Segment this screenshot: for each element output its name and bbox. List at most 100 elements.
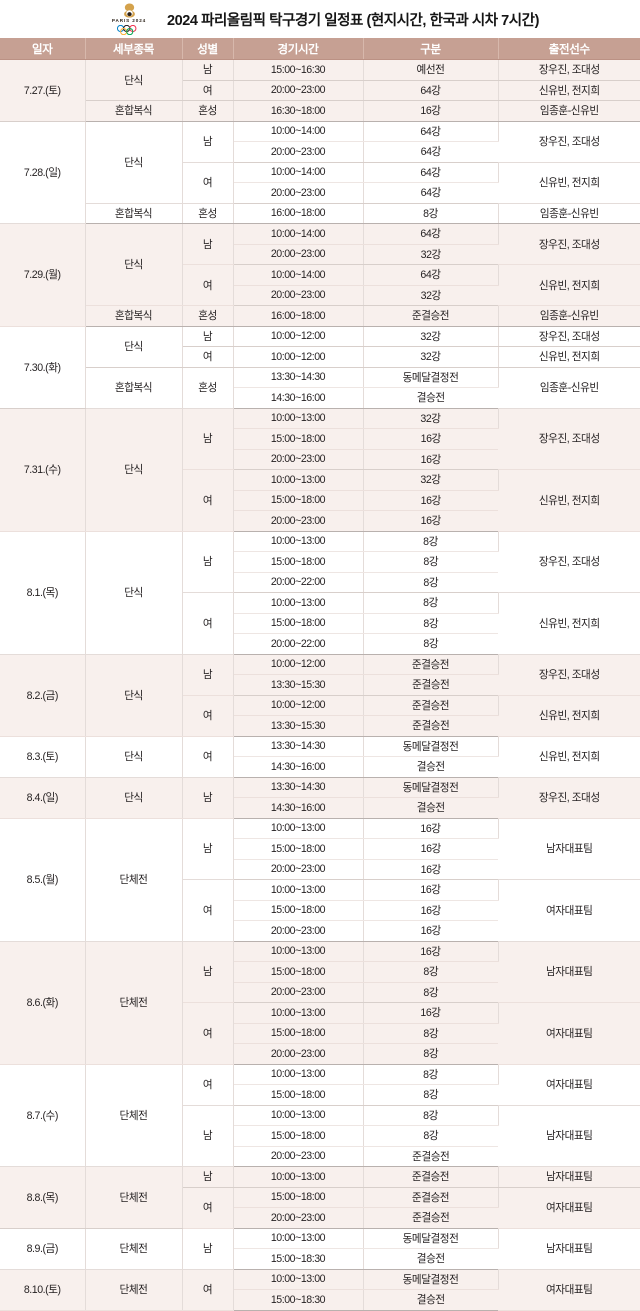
cell-time: 10:00~14:00 [233,121,364,142]
cell-event: 단식 [85,531,183,655]
cell-round: 64강 [363,141,498,163]
cell-sex: 남 [182,121,234,163]
cell-time: 15:00~16:30 [233,59,364,81]
cell-time: 20:00~23:00 [233,1043,364,1065]
cell-date: 8.2.(금) [0,654,86,737]
cell-sex: 남 [182,531,234,593]
cell-round: 동메달결정전 [363,1228,499,1249]
cell-sex: 여 [182,695,234,737]
table-row: 14:30~16:00 결승전 [0,797,640,819]
cell-athlete: 남자대표팀 [498,1228,640,1270]
table-row: 8.3.(토) 단식 여 13:30~14:30 동메달결정전 신유빈, 전지희 [0,736,640,778]
table-row: 7.31.(수) 단식 남 10:00~13:00 32강 장우진, 조대성 [0,408,640,532]
cell-athlete: 여자대표팀 [498,879,640,942]
cell-round: 16강 [363,920,498,942]
cell-athlete: 임종훈-신유빈 [498,100,640,122]
table-row: 8.10.(토) 단체전 여 10:00~13:00 동메달결정전 여자대표팀 [0,1269,640,1311]
cell-time: 13:30~15:30 [233,715,364,737]
cell-time: 10:00~13:00 [233,408,364,429]
cell-athlete: 신유빈, 전지희 [498,695,640,737]
cell-round: 8강 [363,592,499,614]
cell-sex: 여 [182,879,234,942]
cell-time: 10:00~13:00 [233,1228,364,1249]
table-row: 여 15:00~18:00 준결승전 여자대표팀 [0,1187,640,1229]
cell-event: 혼합복식 [85,203,183,224]
page-title: 2024 파리올림픽 탁구경기 일정표 (현지시간, 한국과 시차 7시간) [167,12,539,29]
cell-time: 20:00~23:00 [233,859,364,880]
cell-time: 10:00~13:00 [233,941,364,962]
cell-round: 8강 [363,1105,499,1126]
cell-sex: 여 [182,346,234,368]
cell-round: 16강 [363,900,498,921]
cell-sex: 남 [182,1228,234,1270]
cell-time: 10:00~12:00 [233,654,364,675]
cell-sex: 남 [182,941,234,1003]
cell-event: 단체전 [85,1064,183,1167]
cell-time: 10:00~13:00 [233,1269,364,1290]
cell-sex: 남 [182,408,234,470]
column-header-4: 구분 [363,38,499,60]
table-row: 8.6.(화) 단체전 남 10:00~13:00 16강 남자대표팀 [0,941,640,1065]
table-row: 여 20:00~23:00 64강 신유빈, 전지희 [0,80,640,101]
cell-athlete: 여자대표팀 [498,1002,640,1065]
table-row: 20:00~23:00 8강 [0,1043,640,1065]
table-row: 8.1.(목) 단식 남 10:00~13:00 8강 장우진, 조대성 [0,531,640,655]
cell-sex: 남 [182,777,234,819]
table-row: 15:00~18:00 8강 [0,613,640,634]
cell-athlete: 장우진, 조대성 [498,223,640,265]
cell-event: 단식 [85,223,183,306]
cell-sex: 남 [182,1166,234,1188]
cell-round: 64강 [363,223,499,245]
cell-time: 10:00~13:00 [233,818,364,839]
cell-round: 준결승전 [363,1187,499,1208]
table-row: 15:00~18:00 16강 [0,490,640,511]
cell-athlete: 신유빈, 전지희 [498,346,640,368]
cell-time: 14:30~16:00 [233,756,364,778]
olympic-rings-icon [116,24,137,35]
table-row: 20:00~23:00 준결승전 [0,1207,640,1229]
cell-date: 8.1.(목) [0,531,86,655]
cell-time: 10:00~13:00 [233,1064,364,1085]
table-row: 20:00~23:00 준결승전 [0,1146,640,1167]
cell-round: 64강 [363,182,498,204]
cell-round: 16강 [363,838,498,860]
cell-sex: 여 [182,1187,234,1229]
cell-date: 8.6.(화) [0,941,86,1065]
cell-round: 8강 [363,531,499,552]
cell-round: 8강 [363,1084,498,1106]
cell-time: 13:30~14:30 [233,367,364,388]
cell-sex: 여 [182,469,234,532]
cell-round: 동메달결정전 [363,1269,499,1290]
cell-time: 10:00~14:00 [233,223,364,245]
table-row: 20:00~23:00 16강 [0,859,640,880]
cell-round: 16강 [363,818,499,839]
cell-round: 8강 [363,1043,498,1065]
cell-sex: 혼성 [182,203,234,224]
cell-date: 7.29.(월) [0,223,86,327]
cell-time: 10:00~13:00 [233,879,364,901]
cell-time: 10:00~12:00 [233,695,364,716]
table-row: 8.7.(수) 단체전 여 10:00~13:00 8강 여자대표팀 [0,1064,640,1167]
cell-time: 15:00~18:00 [233,1125,364,1147]
cell-round: 16강 [363,879,499,901]
cell-event: 단체전 [85,1228,183,1270]
cell-round: 8강 [363,572,498,593]
cell-athlete: 남자대표팀 [498,941,640,1003]
cell-date: 8.10.(토) [0,1269,86,1311]
table-row: 20:00~23:00 64강 [0,141,640,163]
table-row: 8.9.(금) 단체전 남 10:00~13:00 동메달결정전 남자대표팀 [0,1228,640,1270]
cell-event: 단식 [85,408,183,532]
cell-athlete: 장우진, 조대성 [498,777,640,819]
cell-sex: 여 [182,1002,234,1065]
cell-athlete: 신유빈, 전지희 [498,736,640,778]
cell-athlete: 장우진, 조대성 [498,326,640,347]
cell-event: 단체전 [85,818,183,942]
cell-time: 10:00~13:00 [233,1166,364,1188]
cell-round: 64강 [363,162,499,183]
cell-sex: 혼성 [182,305,234,327]
cell-date: 7.30.(화) [0,326,86,409]
cell-date: 8.7.(수) [0,1064,86,1167]
cell-athlete: 여자대표팀 [498,1064,640,1106]
cell-round: 32강 [363,285,498,306]
cell-time: 10:00~14:00 [233,162,364,183]
